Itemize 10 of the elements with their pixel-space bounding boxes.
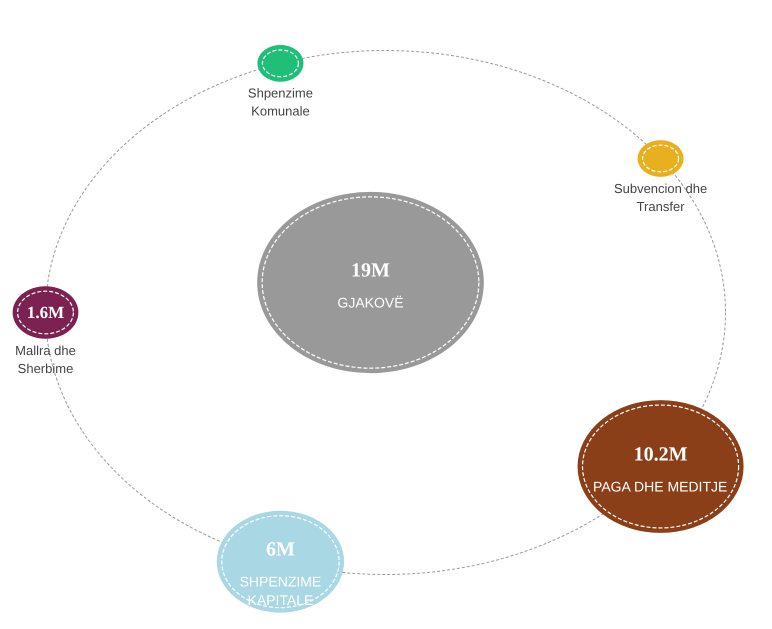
data-label: 6M xyxy=(266,538,295,561)
category-label: Subvencion dhe Transfer xyxy=(614,180,708,214)
data-label: 10.2M xyxy=(634,444,688,466)
category-label: SHPENZIME KAPITALE xyxy=(240,574,322,608)
category-label: PAGA DHE MEDITJE xyxy=(593,478,728,494)
data-label: 1.6M xyxy=(26,303,64,322)
category-label: Shpenzime Komunale xyxy=(248,86,313,119)
data-label: 19M xyxy=(351,260,390,282)
category-label: Mallra dhe Sherbime xyxy=(15,342,76,376)
category-label: GJAKOVË xyxy=(337,294,404,310)
